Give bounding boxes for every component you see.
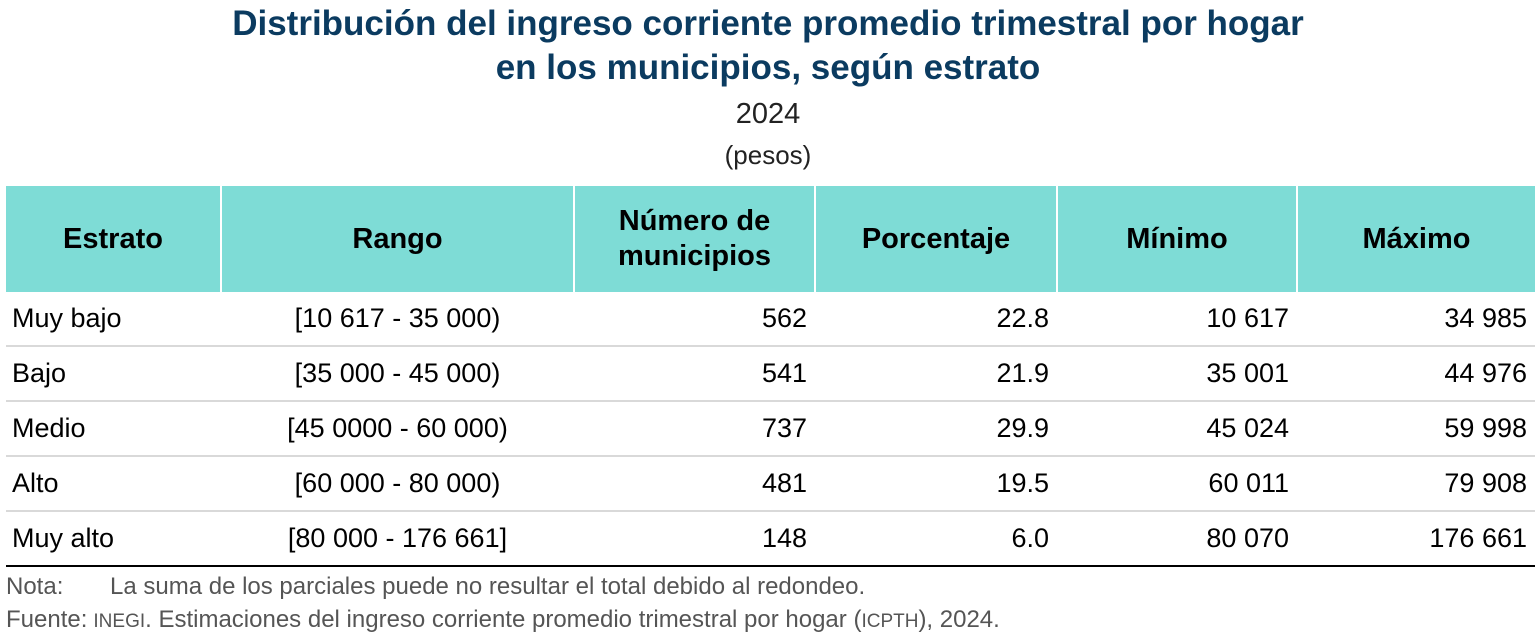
nota-text: La suma de los parciales puede no result… — [110, 573, 866, 600]
cell-porcentaje: 21.9 — [815, 345, 1057, 401]
header-maximo: Máximo — [1296, 186, 1535, 292]
cell-estrato: Medio — [6, 400, 221, 456]
cell-numero: 562 — [761, 303, 807, 333]
cell-porcentaje: 6.0 — [815, 510, 1057, 567]
cell-minimo: 10 617 — [1206, 303, 1289, 333]
cell-numero: 148 — [574, 510, 815, 567]
cell-rango: [10 617 - 35 000) — [294, 303, 501, 333]
table-row: Alto [60 000 - 80 000) 481 19.5 60 011 7… — [6, 455, 1535, 511]
fuente-icpth: ICPTH — [861, 611, 919, 632]
cell-minimo: 60 011 — [1057, 455, 1297, 511]
cell-minimo: 45 024 — [1057, 400, 1297, 456]
header-minimo: Mínimo — [1056, 186, 1297, 292]
cell-rango: [80 000 - 176 661] — [221, 510, 574, 567]
header-numero-line-1: Número de — [618, 205, 771, 237]
cell-numero: 541 — [574, 345, 815, 401]
title-line-1: Distribución del ingreso corriente prome… — [232, 4, 1304, 43]
cell-porcentaje: 29.9 — [815, 400, 1057, 456]
fuente-inegi: INEGI — [93, 611, 146, 632]
cell-rango: [35 000 - 45 000) — [221, 345, 574, 401]
cell-minimo: 35 001 — [1057, 345, 1297, 401]
title-year: 2024 — [735, 98, 801, 130]
cell-maximo: 44 976 — [1297, 345, 1535, 401]
header-numero-line-2: municipios — [617, 240, 772, 272]
cell-maximo: 176 661 — [1297, 510, 1535, 567]
header-porcentaje: Porcentaje — [814, 186, 1057, 292]
table-row: Medio [45 0000 - 60 000) 737 29.9 45 024… — [6, 400, 1535, 456]
income-strata-table: Estrato Rango Número de municipios Porce… — [6, 186, 1535, 567]
nota-label: Nota: — [6, 573, 64, 600]
cell-porcentaje: 22.8 — [996, 303, 1049, 333]
cell-maximo: 34 985 — [1444, 303, 1527, 333]
table-row: Bajo [35 000 - 45 000) 541 21.9 35 001 4… — [6, 345, 1535, 401]
header-numero-municipios: Número de municipios — [573, 186, 815, 292]
fuente-line: Fuente: INEGI. Estimaciones del ingreso c… — [6, 603, 1000, 638]
header-estrato: Estrato — [6, 186, 221, 292]
cell-maximo: 79 908 — [1297, 455, 1535, 511]
table-notes: Nota: La suma de los parciales puede no r… — [6, 570, 1000, 638]
fuente-text-1: . Estimaciones del ingreso corriente pro… — [145, 606, 862, 633]
title-line-2: en los municipios, según estrato — [495, 48, 1041, 87]
cell-numero: 481 — [574, 455, 815, 511]
cell-porcentaje: 19.5 — [815, 455, 1057, 511]
fuente-label: Fuente: — [6, 606, 88, 633]
table-row: Muy bajo [10 617 - 35 000) 562 22.8 10 6… — [6, 292, 1535, 346]
cell-minimo: 80 070 — [1057, 510, 1297, 567]
cell-numero: 737 — [574, 400, 815, 456]
title-unit: (pesos) — [724, 140, 812, 170]
cell-rango: [45 0000 - 60 000) — [221, 400, 574, 456]
header-rango: Rango — [220, 186, 574, 292]
table-row: Muy alto [80 000 - 176 661] 148 6.0 80 0… — [6, 510, 1535, 567]
table-title: Distribución del ingreso corriente prome… — [0, 2, 1536, 90]
cell-estrato: Alto — [6, 455, 221, 511]
fuente-text-2: ), 2024. — [918, 606, 1000, 633]
cell-estrato: Bajo — [6, 345, 221, 401]
cell-estrato: Muy alto — [6, 510, 221, 567]
cell-maximo: 59 998 — [1297, 400, 1535, 456]
cell-estrato: Muy bajo — [12, 303, 122, 333]
table-header-row: Estrato Rango Número de municipios Porce… — [6, 186, 1535, 292]
nota-line: Nota: La suma de los parciales puede no r… — [6, 570, 1000, 603]
cell-rango: [60 000 - 80 000) — [221, 455, 574, 511]
